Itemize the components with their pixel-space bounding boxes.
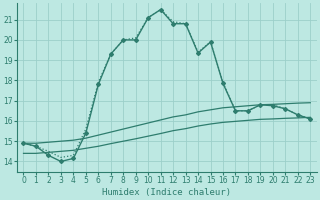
X-axis label: Humidex (Indice chaleur): Humidex (Indice chaleur) [102, 188, 231, 197]
